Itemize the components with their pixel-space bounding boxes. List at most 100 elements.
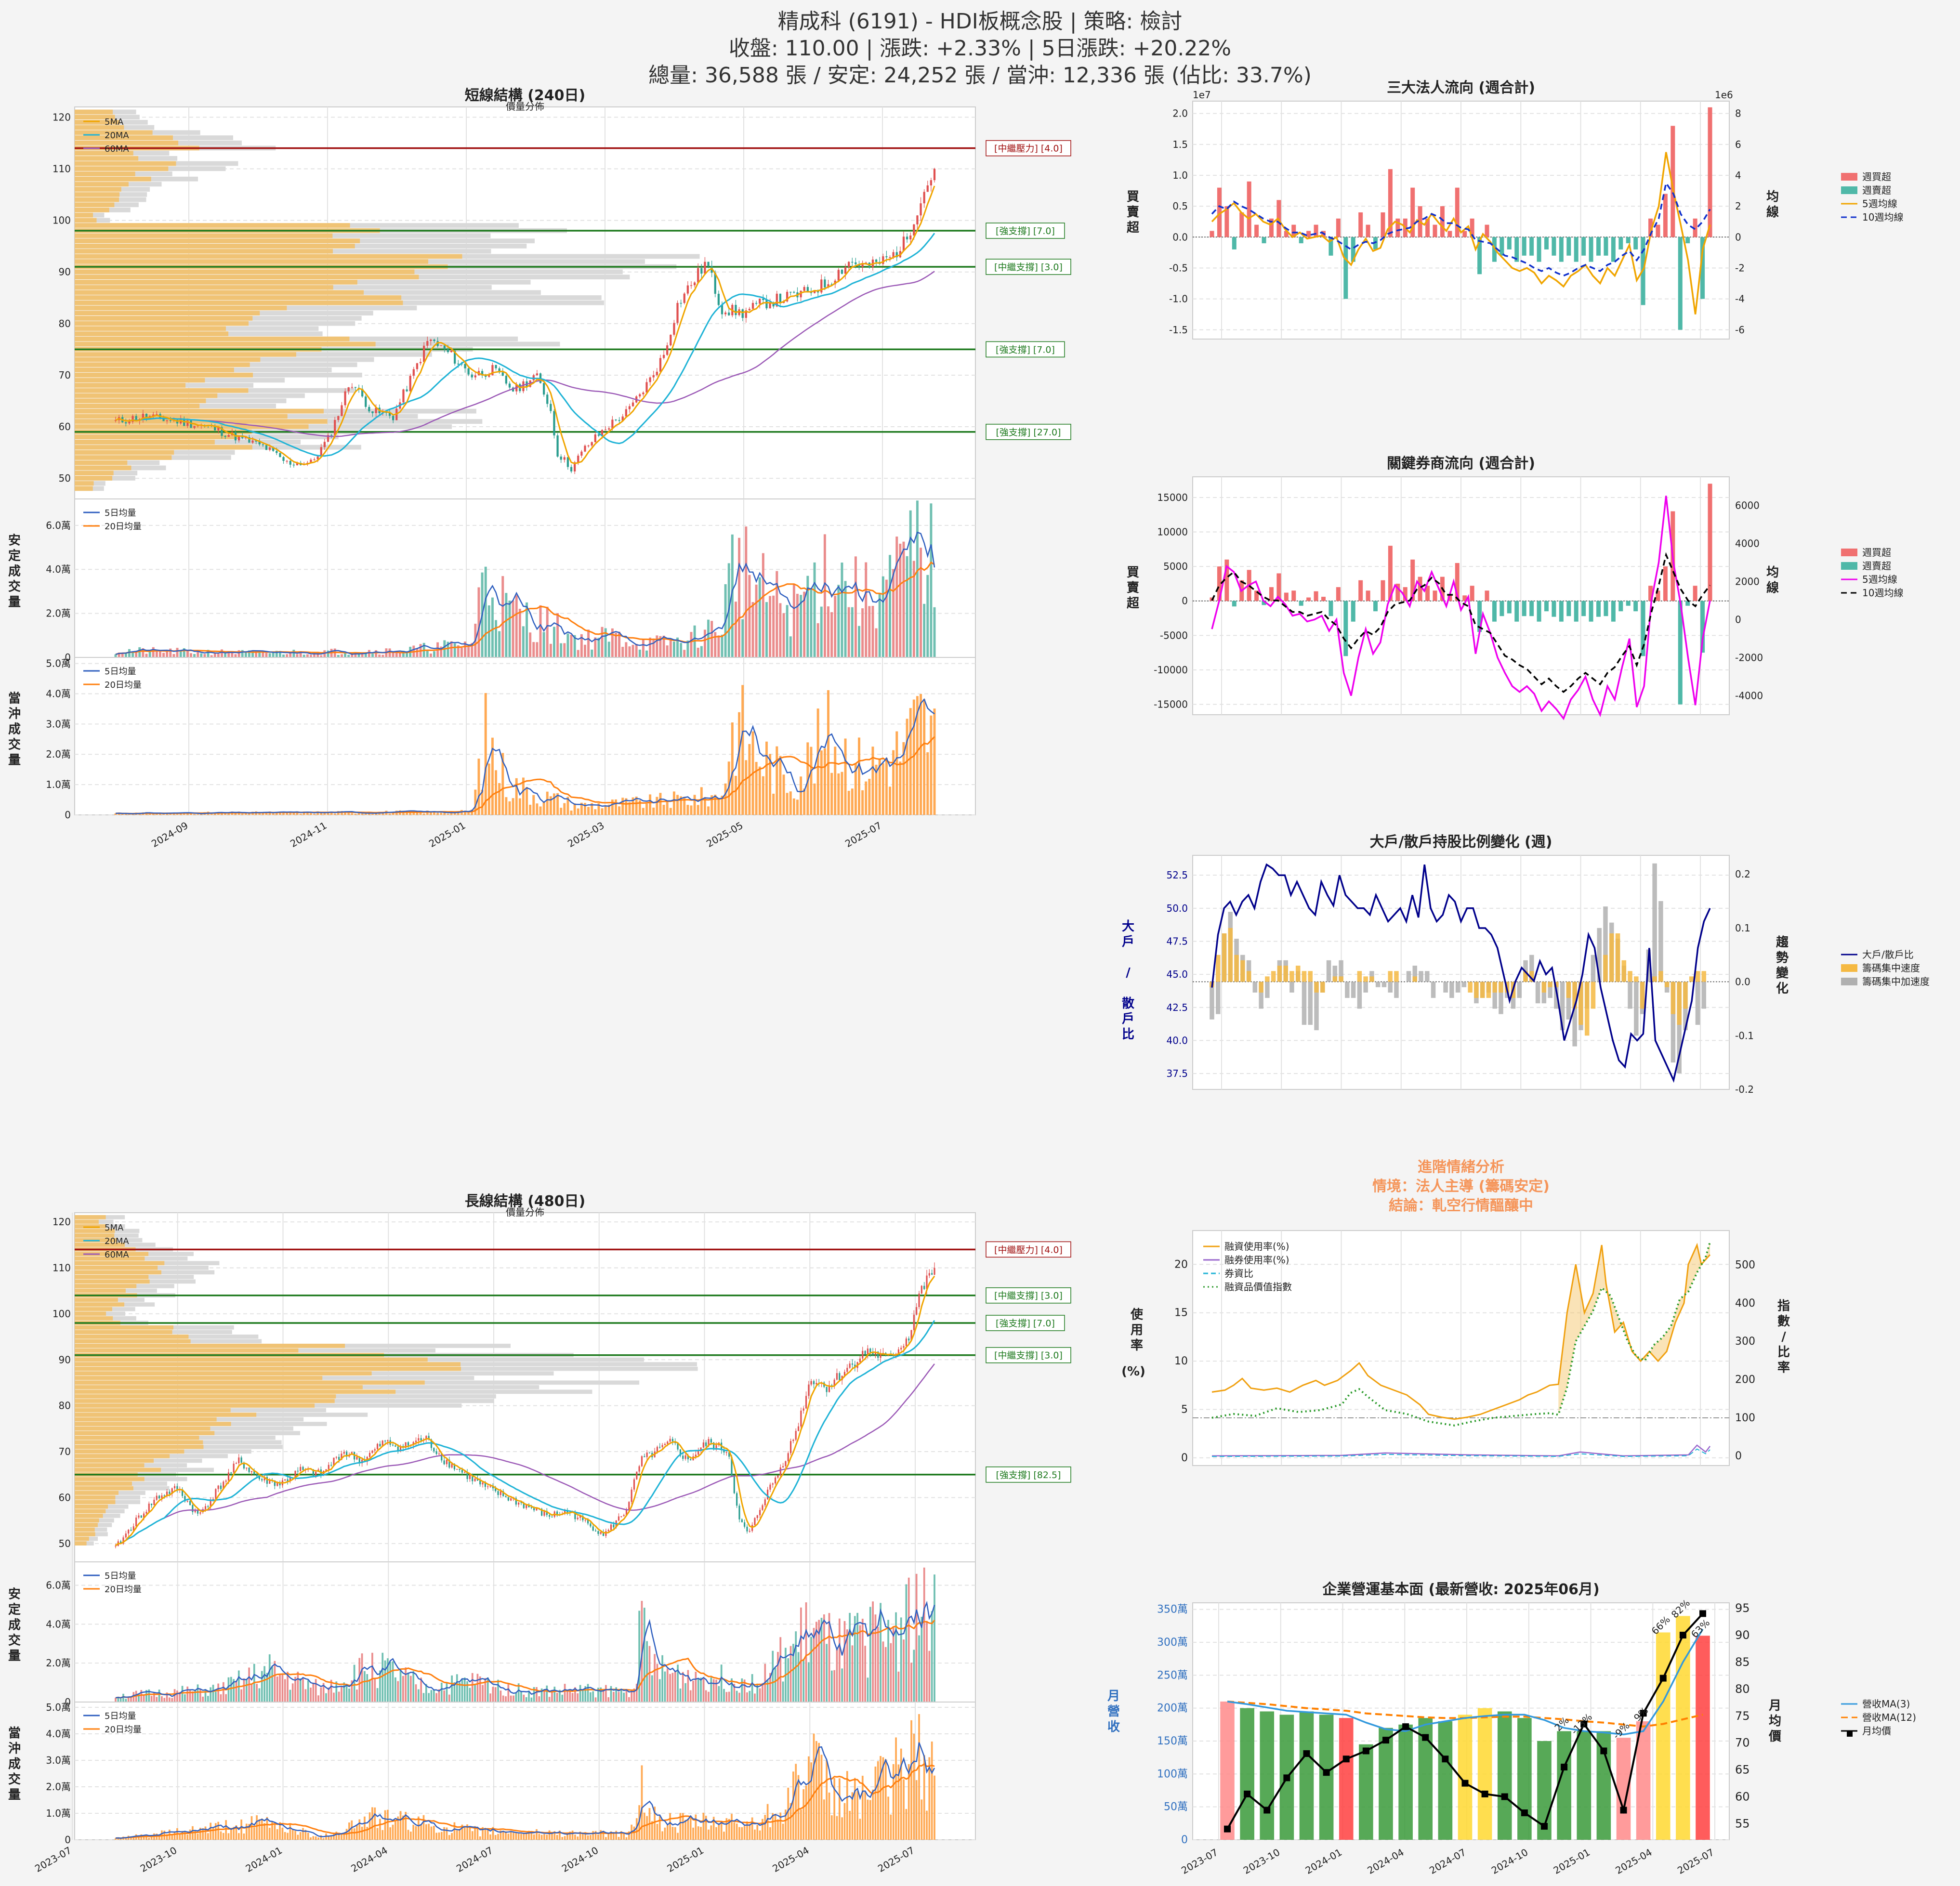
inst-bar (1254, 224, 1259, 237)
long_dt-bar (751, 1817, 753, 1840)
long-candle (705, 1442, 707, 1446)
short-candle (858, 264, 860, 267)
short_dt-bar (885, 758, 888, 815)
long_dt-bar (625, 1837, 628, 1840)
long_vol-bar (738, 1692, 740, 1702)
holders-accel-bar (1572, 982, 1577, 1047)
long-candle (725, 1452, 727, 1453)
short-candle (882, 256, 884, 264)
long-candle (613, 1524, 615, 1528)
short-ytick: 110 (53, 163, 71, 175)
long_vol-bar (635, 1684, 638, 1702)
short-candle (409, 376, 411, 392)
short_dt-bar (330, 812, 333, 815)
long-profile-bar-volume (75, 1458, 154, 1463)
revenue-price-marker (1442, 1755, 1449, 1763)
holders-accel-bar (1210, 982, 1214, 1020)
long-candle (171, 1488, 173, 1494)
short-ma60-line (143, 271, 935, 437)
long-profile-bar-volume (75, 1394, 336, 1399)
long-candle (492, 1486, 494, 1489)
long_vol-bar (890, 1643, 892, 1702)
short_vol-bar (745, 526, 748, 657)
holders-speed-bar (1486, 982, 1491, 998)
long_vol-bar (474, 1685, 476, 1702)
long_dt-bar (351, 1820, 353, 1840)
inst-bar (1306, 231, 1311, 237)
broker-bar (1381, 580, 1385, 601)
long_dt-bar (654, 1807, 656, 1840)
short_vol-bar (327, 650, 329, 657)
long-candle (297, 1470, 299, 1472)
long-candle (181, 1489, 184, 1496)
long_vol-bar (656, 1663, 658, 1702)
holders-speed-bar (1566, 982, 1571, 998)
short_dt-bar (258, 813, 261, 815)
short_vol-bar (450, 641, 453, 657)
revenue-price-marker (1600, 1747, 1607, 1755)
short_vol-bar (755, 584, 758, 657)
long_vol-bar (882, 1641, 884, 1702)
long_vol-bar (525, 1697, 527, 1702)
inst-ytick: 1.5 (1172, 139, 1188, 150)
long_vol-bar (287, 1672, 289, 1702)
short-profile-bar-volume (75, 187, 121, 192)
short-profile-bar-volume (75, 393, 218, 398)
inst-bar (1373, 237, 1378, 249)
short-candle (354, 387, 357, 388)
long_dt-bar (438, 1832, 440, 1840)
short-ytick: 70 (59, 369, 71, 381)
holders-speed-bar (1388, 971, 1393, 982)
inst-bar (1678, 237, 1683, 330)
inst-y2label: 線 (1766, 205, 1779, 220)
long-candle (135, 1518, 137, 1527)
long-candle (731, 1456, 733, 1477)
long-profile-bar-volume (75, 1431, 215, 1436)
short_vol-bar (132, 652, 134, 657)
long_dt-bar (684, 1820, 686, 1840)
long_vol-bar (892, 1626, 894, 1702)
revenue-price-marker (1541, 1823, 1548, 1830)
short_vol-bar (210, 655, 213, 657)
long_vol-bar (695, 1672, 697, 1702)
long_dt-bar (677, 1833, 679, 1840)
long_vol-bar (361, 1653, 363, 1702)
long-level-label: [強支撐] [7.0] (996, 1318, 1055, 1329)
short-candle (597, 434, 600, 436)
long-candle (428, 1436, 430, 1440)
long_dt-bar (543, 1834, 545, 1840)
short_vol-bar (885, 579, 888, 657)
long_vol-bar (913, 1650, 915, 1702)
short-candle (738, 309, 740, 315)
short-candle (536, 373, 539, 376)
short_vol-bar (457, 645, 460, 657)
short_vol-bar (255, 650, 258, 657)
long_dt-bar (297, 1834, 299, 1840)
short_dt-bar (710, 795, 713, 815)
short-candle (495, 365, 497, 368)
holders-speed-bar (1271, 971, 1276, 982)
revenue-price-marker (1382, 1737, 1389, 1744)
inst-bar (1410, 187, 1415, 237)
long-candle (186, 1501, 188, 1502)
long_dt-bar (130, 1836, 132, 1840)
holders-speed-bar (1295, 966, 1301, 982)
long-candle (792, 1440, 794, 1441)
short_vol-bar (881, 576, 884, 657)
long-xtick: 2023-10 (138, 1845, 179, 1875)
short-candle (447, 349, 449, 353)
long_dt-bar (908, 1764, 910, 1840)
long-candle (618, 1516, 620, 1521)
long_dt-bar (728, 1819, 730, 1840)
short_dt-bar (820, 750, 823, 815)
revenue-price-marker (1263, 1807, 1271, 1814)
revenue-legend-label: 月均價 (1862, 1725, 1891, 1737)
short_vol-bar (604, 628, 607, 657)
short_dt-bar (772, 794, 775, 815)
long-ma60-line (135, 1363, 935, 1535)
short-candle (505, 376, 508, 384)
inst-scale-right: 1e6 (1715, 89, 1733, 101)
short_dt-bar (443, 812, 446, 815)
long_dt-bar (787, 1787, 789, 1840)
long_vol-bar (395, 1677, 396, 1702)
